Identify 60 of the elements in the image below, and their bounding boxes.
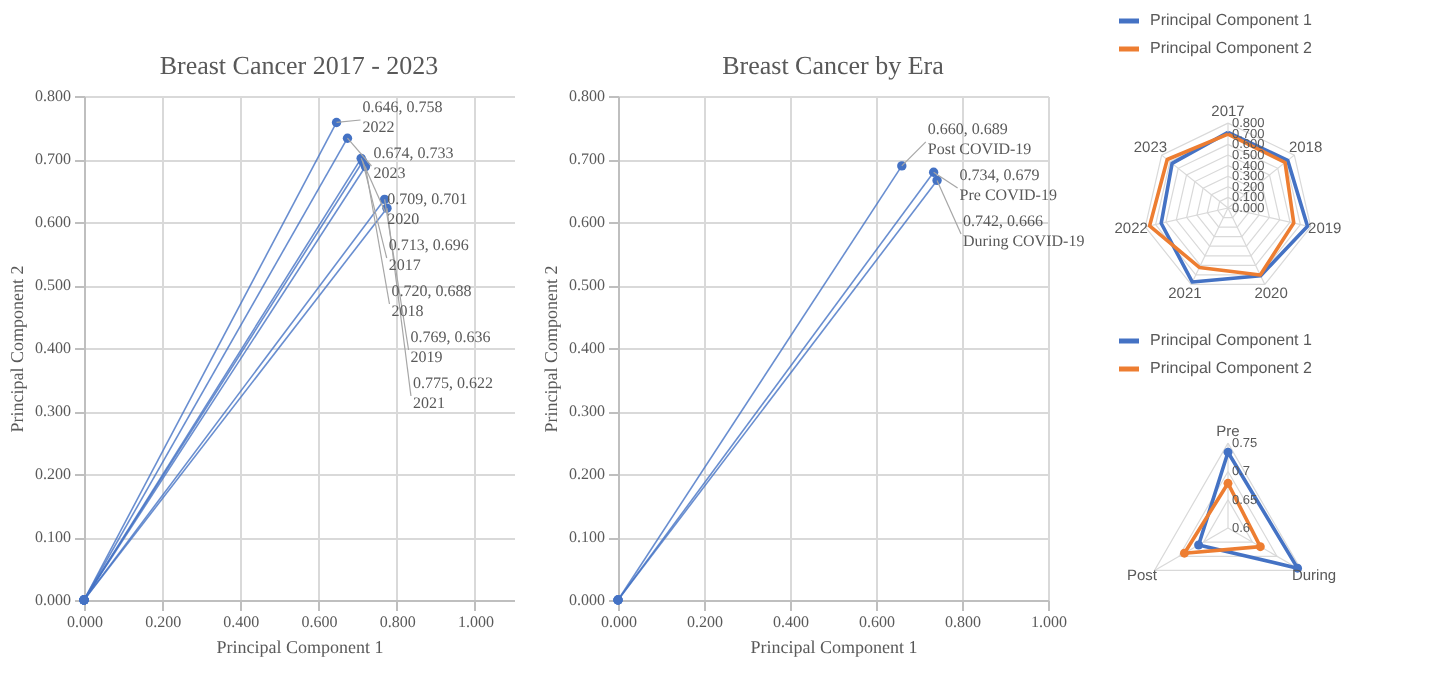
x-tick-label: 0.200 (687, 613, 723, 631)
y-tick-label: 0.500 (35, 276, 71, 294)
text: 2018 (391, 302, 424, 320)
data-label: 0.742, 0.666 (963, 211, 1044, 230)
y-tick-label: 0.500 (569, 276, 605, 294)
y-tick-label: 0.800 (569, 87, 605, 105)
series-label: Pre COVID-19 (959, 185, 1057, 204)
series-label: Post COVID-19 (927, 139, 1032, 158)
legend-label: Principal Component 2 (1150, 39, 1313, 57)
y-tick-label: 0.000 (569, 591, 605, 609)
data-label: 0.720, 0.688 (391, 282, 472, 300)
x-tick-label: 0.800 (379, 613, 416, 631)
x-tick-label: 0.400 (773, 613, 809, 631)
x-axis-title: Principal Component 1 (216, 637, 384, 657)
text: 2021 (412, 394, 445, 412)
x-tick-label: 1.000 (1031, 613, 1067, 631)
y-tick-label: 0.200 (35, 465, 71, 483)
y-tick-label: 0.100 (35, 528, 71, 546)
data-label: 0.646, 0.758 (362, 98, 443, 116)
data-label: 0.660, 0.689 (927, 119, 1008, 138)
chart-title: Breast Cancer 2017 - 2023 (159, 50, 439, 80)
text: 2017 (388, 256, 421, 274)
x-axis-title: Principal Component 1 (750, 637, 918, 657)
data-label: 0.769, 0.636 (410, 328, 491, 346)
text: 2020 (387, 210, 420, 228)
y-tick-label: 0.700 (569, 150, 605, 168)
y-tick-label: 0.000 (35, 591, 71, 609)
y-axis-title: Principal Component 2 (7, 265, 27, 433)
y-tick-label: 0.400 (569, 339, 605, 357)
x-tick-label: 0.200 (145, 613, 182, 631)
y-tick-label: 0.400 (35, 339, 71, 357)
y-tick-label: 0.800 (35, 87, 71, 105)
legend-label: Principal Component 2 (1150, 359, 1313, 377)
y-tick-label: 0.200 (569, 465, 605, 483)
data-label: 0.713, 0.696 (388, 236, 469, 254)
x-tick-label: 1.000 (457, 613, 494, 631)
data-label: 0.734, 0.679 (959, 165, 1040, 184)
x-tick-label: 0.000 (601, 613, 637, 631)
data-label: 0.674, 0.733 (373, 144, 454, 162)
chart-title: Breast Cancer by Era (722, 50, 945, 80)
y-tick-label: 0.600 (569, 213, 605, 231)
y-tick-label: 0.300 (569, 402, 605, 420)
series-label: 2023 (373, 164, 406, 182)
legend-label: Principal Component 1 (1150, 11, 1313, 29)
x-tick-label: 0.400 (223, 613, 260, 631)
text: 2019 (410, 348, 443, 366)
y-axis-title: Principal Component 2 (541, 265, 561, 433)
y-tick-label: 0.600 (35, 213, 71, 231)
data-label: 0.709, 0.701 (387, 190, 468, 208)
x-tick-label: 0.600 (301, 613, 338, 631)
y-tick-label: 0.100 (569, 528, 605, 546)
x-tick-label: 0.600 (859, 613, 895, 631)
data-label: 0.775, 0.622 (412, 374, 493, 392)
series-label: 2022 (362, 118, 395, 136)
x-tick-label: 0.800 (945, 613, 981, 631)
legend-label: Principal Component 1 (1150, 331, 1313, 349)
x-tick-label: 0.000 (67, 613, 103, 631)
y-tick-label: 0.700 (35, 150, 71, 168)
y-tick-label: 0.300 (35, 402, 71, 420)
text: During COVID-19 (963, 231, 1085, 250)
